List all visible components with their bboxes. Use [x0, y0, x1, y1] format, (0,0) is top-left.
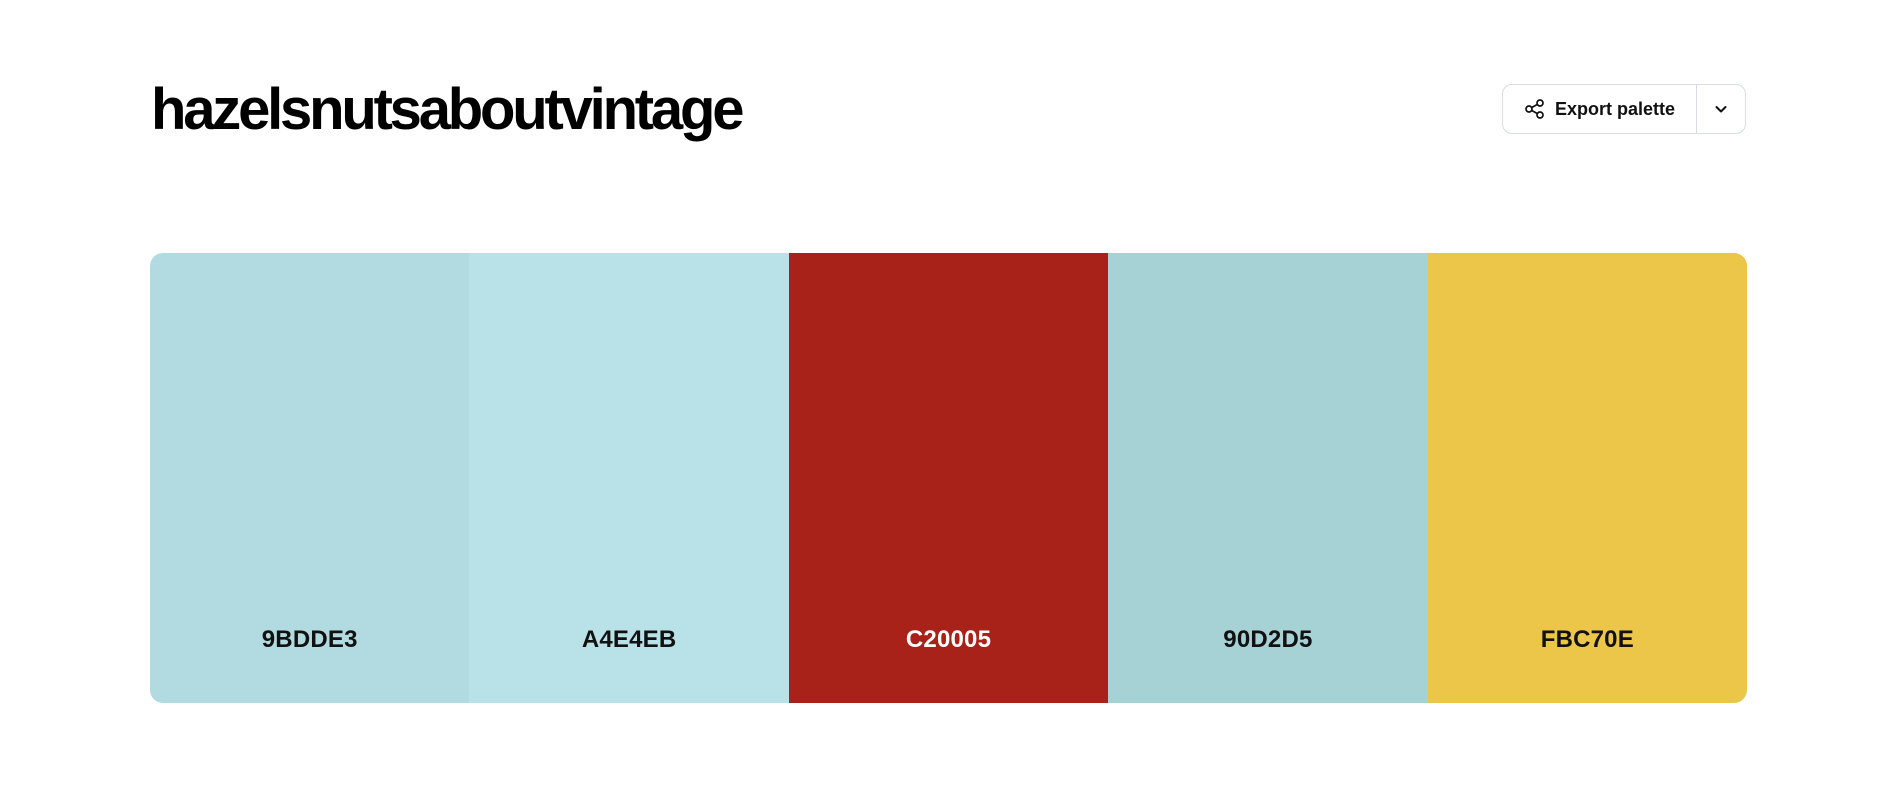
swatch-hex-label: 9BDDE3: [261, 626, 358, 653]
color-swatch[interactable]: FBC70E: [1427, 253, 1747, 703]
export-button-group: Export palette: [1502, 84, 1746, 134]
share-icon: [1524, 98, 1546, 120]
color-swatch[interactable]: 90D2D5: [1108, 253, 1428, 703]
swatch-hex-label: FBC70E: [1540, 626, 1634, 653]
palette: 9BDDE3 A4E4EB C20005 90D2D5 FBC70E: [150, 253, 1747, 703]
swatch-hex-label: C20005: [905, 626, 992, 653]
color-swatch[interactable]: 9BDDE3: [150, 253, 470, 703]
color-swatch[interactable]: A4E4EB: [469, 253, 789, 703]
export-palette-button[interactable]: Export palette: [1503, 85, 1697, 133]
export-palette-label: Export palette: [1554, 98, 1676, 119]
export-options-dropdown-button[interactable]: [1697, 85, 1745, 133]
swatch-hex-label: A4E4EB: [581, 626, 677, 653]
page-title: hazelsnutsaboutvintage: [151, 77, 744, 142]
swatch-hex-label: 90D2D5: [1223, 626, 1313, 653]
chevron-down-icon: [1713, 101, 1729, 117]
color-swatch[interactable]: C20005: [788, 253, 1109, 703]
